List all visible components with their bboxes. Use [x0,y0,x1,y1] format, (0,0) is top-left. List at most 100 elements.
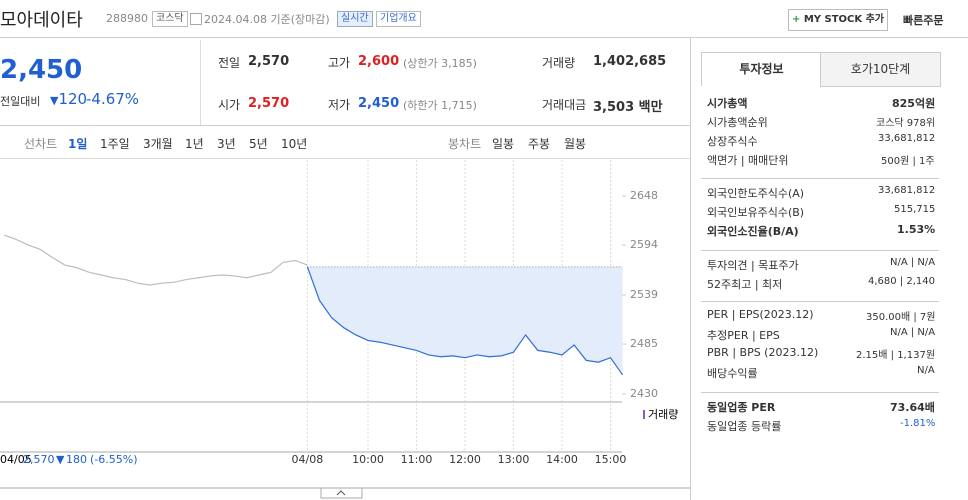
prev-pct: (-6.55%) [90,453,138,466]
y-tick-label: 2485 [630,337,658,350]
period-tab[interactable]: 3년 [217,137,236,151]
x-tick-label: 10:00 [352,453,384,466]
x-tick-label: 14:00 [546,453,578,466]
info-label: 액면가 | 매매단위 [707,154,789,167]
stat-value: 3,503 백만 [593,100,663,115]
divider [0,125,690,126]
x-tick-label: 11:00 [401,453,433,466]
mystock-label: MY STOCK 추가 [803,14,885,25]
stat-value: 2,570 [248,54,290,69]
y-tick-label: 2539 [630,288,658,301]
info-label: 시가총액 [707,97,748,110]
info-label: PER | EPS(2023.12) [707,308,814,321]
divider [0,37,968,38]
info-label: PBR | BPS (2023.12) [707,346,819,359]
candle-tab[interactable]: 월봉 [564,137,587,151]
info-value: 350.00배 | 7원 [866,312,936,323]
collapse-button[interactable] [320,487,363,499]
divider [200,40,201,125]
stock-code: 288980 [106,12,148,25]
volume-legend: 거래량 [648,408,678,421]
side-tab[interactable]: 호가10단계 [820,52,941,87]
info-label: 외국인한도주식수(A) [707,187,805,200]
change-pct: -4.67% [86,90,140,108]
quick-order[interactable]: 빠른주문 [903,14,944,27]
y-tick-label: 2594 [630,238,658,251]
info-value: 515,715 [894,204,936,215]
prev-change-arrow: ▼ [56,453,65,466]
chart: 2648 2594 2539 2485 2430 04/08 10:00 11:00 12:00… [0,160,690,499]
period-tab[interactable]: 1주일 [100,137,130,151]
info-value: 825억원 [892,97,936,110]
stat-label: 고가 [328,56,351,70]
period-tab[interactable]: 5년 [249,137,268,151]
stat-label: 저가 [328,98,351,112]
y-tick-label: 2648 [630,189,658,202]
current-price: 2,450 [0,55,83,85]
candle-tab[interactable]: 일봉 [492,137,515,151]
period-tab[interactable]: 1년 [185,137,204,151]
volume-legend-icon [643,410,645,419]
info-value: 1.53% [897,223,936,236]
price-line [306,266,624,376]
x-tick-label: 04/08 [292,453,324,466]
overview[interactable]: 기업개요 [376,11,421,27]
divider [701,250,939,251]
area-fill [307,266,623,375]
info-value: -1.81% [900,418,936,429]
stock-name: 모아데이타 [0,10,83,31]
stat-value: 2,570 [248,96,290,111]
stat-value: 2,600 [358,54,400,69]
stat-label: 시가 [218,98,241,112]
tab-label: 봉차트 [448,137,482,151]
stat-label: 거래대금 [542,98,587,112]
change-value: 120 [58,90,88,108]
mystock-button[interactable]: + MY STOCK 추가 [788,9,888,31]
side-tab[interactable]: 투자정보 [701,52,822,86]
x-tick-label: 12:00 [449,453,481,466]
info-label: 외국인보유주식수(B) [707,206,805,219]
tab-label: 선차트 [24,137,58,151]
info-label: 배당수익률 [707,367,758,380]
info-value: 4,680 | 2,140 [868,276,935,287]
stat-label: 전일 [218,56,241,70]
period-tab[interactable]: 3개월 [143,137,173,151]
date: 2024.04.08 기준(장마감) [204,13,330,26]
change-label: 전일대비 [0,95,41,108]
info-label: 투자의견 | 목표주가 [707,259,799,272]
info-label: 외국인소진율(B/A) [707,225,799,238]
x-tick-label: 13:00 [498,453,530,466]
info-label: 동일업종 PER [707,401,776,414]
info-value: 73.64배 [890,401,935,414]
divider [690,38,691,500]
info-label: 상장주식수 [707,135,758,148]
info-value: N/A | N/A [890,257,936,268]
period-tab[interactable]: 1일 [68,137,88,151]
realtime[interactable]: 실시간 [337,11,373,27]
change: ▼120 [50,90,88,108]
info-label: 52주최고 | 최저 [707,278,783,291]
divider [0,158,690,159]
info-value: N/A [917,365,935,376]
prev-price: 2,570 [23,453,55,466]
stat-note: (하한가 1,715) [403,99,477,112]
info-label: 추정PER | EPS [707,329,780,342]
divider [701,392,939,393]
info-label: 시가총액순위 [707,116,768,129]
stat-label: 거래량 [542,56,576,70]
calendar-icon [190,13,202,25]
collapse-icon [336,490,346,496]
divider [701,301,939,302]
prev-change: 180 [66,453,87,466]
info-value: 33,681,812 [878,185,936,196]
stat-value: 2,450 [358,96,400,111]
info-value: 33,681,812 [878,133,936,144]
info-value: 코스닥 978위 [876,118,936,129]
market: 코스닥 [152,11,188,27]
info-value: N/A | N/A [890,327,936,338]
stat-value: 1,402,685 [593,54,667,69]
period-tab[interactable]: 10년 [281,137,308,151]
x-tick-label: 15:00 [595,453,627,466]
candle-tab[interactable]: 주봉 [528,137,551,151]
